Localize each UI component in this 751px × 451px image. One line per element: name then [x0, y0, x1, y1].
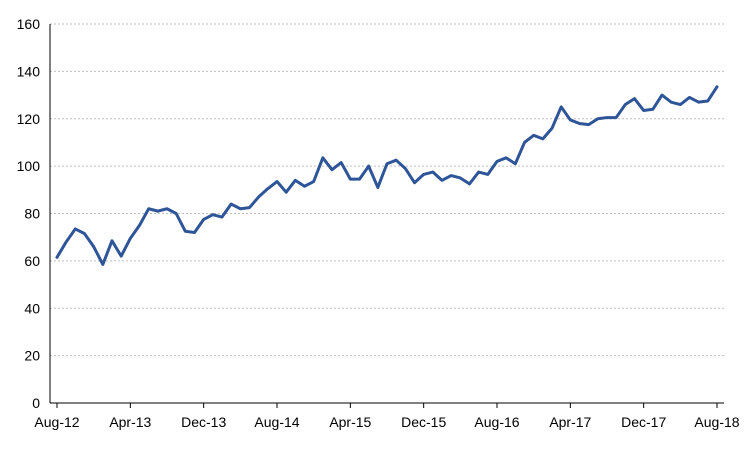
data-point: [147, 207, 150, 210]
data-point: [55, 256, 59, 259]
data-point: [669, 100, 673, 104]
x-tick-label: Aug-14: [254, 414, 299, 430]
data-point: [422, 173, 425, 176]
data-point: [330, 168, 334, 171]
axes: [49, 24, 724, 408]
data-point: [404, 167, 407, 170]
data-point: [376, 186, 380, 189]
y-tick-label: 0: [32, 395, 40, 411]
x-tick-label: Aug-18: [694, 414, 739, 430]
data-point: [303, 185, 306, 188]
data-point: [110, 239, 114, 242]
data-point: [239, 207, 242, 210]
data-point: [550, 127, 554, 130]
y-tick-label: 160: [17, 16, 41, 32]
data-point: [715, 85, 719, 88]
data-point: [569, 118, 572, 122]
data-point: [266, 187, 270, 190]
data-point: [504, 156, 508, 160]
data-point: [394, 159, 398, 162]
data-point: [468, 182, 471, 186]
data-point: [605, 116, 609, 119]
x-tick-label: Dec-15: [401, 414, 446, 430]
data-point: [312, 180, 315, 183]
data-point: [220, 215, 224, 219]
data-point: [321, 156, 325, 160]
y-tick-label: 60: [24, 253, 40, 269]
y-tick-label: 40: [24, 300, 40, 316]
y-tick-label: 120: [17, 111, 41, 127]
data-point: [459, 176, 462, 180]
data-point: [119, 254, 123, 258]
data-point: [624, 103, 627, 106]
data-point: [688, 96, 691, 99]
data-point: [284, 190, 288, 194]
data-point: [514, 162, 517, 165]
y-tick-label: 100: [17, 158, 41, 174]
data-point: [706, 99, 710, 103]
data-point: [679, 103, 682, 106]
data-point: [587, 123, 590, 126]
data-point: [349, 177, 352, 181]
data-point: [449, 174, 453, 177]
data-point: [74, 227, 77, 231]
x-tick-label: Aug-12: [34, 414, 79, 430]
data-point: [248, 206, 251, 209]
data-point: [559, 105, 563, 109]
data-point: [101, 263, 105, 266]
data-point: [523, 141, 526, 144]
data-point: [165, 207, 169, 210]
data-point: [257, 195, 260, 199]
x-tick-label: Dec-13: [181, 414, 226, 430]
data-point: [339, 161, 343, 164]
data-point: [486, 173, 490, 176]
data-point: [385, 162, 389, 165]
data-point: [275, 180, 279, 183]
data-point: [294, 179, 297, 182]
data-point: [83, 232, 86, 235]
data-point: [193, 231, 196, 234]
data-point: [156, 209, 160, 213]
gridlines: [50, 23, 724, 357]
data-point: [129, 237, 132, 240]
x-tick-label: Dec-17: [621, 414, 666, 430]
data-point: [651, 108, 655, 111]
data-point: [184, 230, 187, 233]
series-layer: [55, 85, 719, 266]
data-point: [541, 137, 545, 141]
data-point: [229, 202, 233, 206]
data-point: [211, 213, 215, 216]
data-point: [64, 240, 68, 244]
x-tick-label: Apr-15: [329, 414, 371, 430]
data-point: [440, 179, 444, 182]
x-tick-label: Apr-17: [549, 414, 591, 430]
data-point: [367, 164, 370, 168]
x-tick-label: Apr-13: [109, 414, 151, 430]
data-point: [477, 170, 480, 174]
x-tick-label: Aug-16: [474, 414, 519, 430]
data-point: [614, 116, 618, 119]
data-point: [495, 160, 499, 163]
data-point: [174, 212, 178, 215]
data-point: [202, 218, 205, 221]
data-point: [633, 97, 636, 100]
data-point: [92, 245, 95, 248]
data-point: [697, 100, 700, 104]
series-line: [55, 85, 719, 266]
data-point: [596, 117, 600, 120]
y-tick-label: 140: [17, 63, 41, 79]
data-point: [358, 177, 361, 181]
data-point: [578, 122, 581, 125]
data-point: [413, 181, 416, 184]
data-point: [642, 109, 645, 112]
data-point: [660, 93, 664, 97]
y-tick-label: 80: [24, 206, 40, 222]
data-point: [431, 170, 435, 174]
data-point: [138, 224, 141, 227]
y-tick-label: 20: [24, 348, 40, 364]
data-point: [532, 134, 535, 137]
tick-labels: 0 20 40 60 80 100 120 140 160 Aug-12 Apr-13 Dec-13 A…: [17, 16, 740, 430]
